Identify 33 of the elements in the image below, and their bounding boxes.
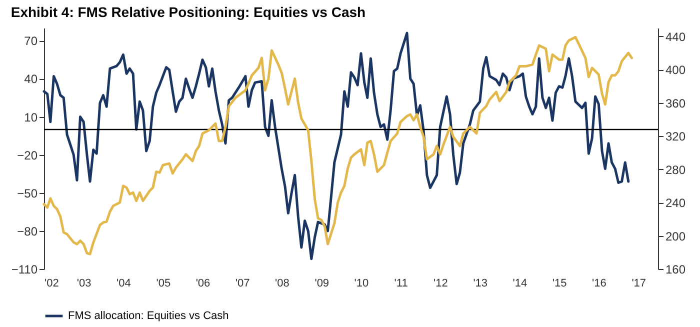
- y-tick-label: 10: [24, 110, 38, 124]
- y2-tick-label: 200: [666, 229, 686, 244]
- y2-tick-label: 320: [666, 130, 686, 144]
- y-tick-label: 40: [24, 72, 38, 86]
- x-tick-label: '11: [394, 278, 408, 290]
- x-tick-label: '10: [354, 278, 369, 290]
- x-tick-label: '14: [512, 278, 528, 290]
- y-tick-label: −50: [17, 186, 38, 200]
- y-tick-label: 70: [24, 34, 38, 48]
- y2-tick-label: 280: [666, 162, 686, 177]
- x-tick-label: '08: [275, 278, 290, 290]
- y2-tick-label: 440: [666, 30, 686, 44]
- x-tick-label: '17: [632, 278, 646, 290]
- x-tick-label: '05: [156, 278, 171, 290]
- y-tick-label: −110: [11, 262, 38, 276]
- x-tick-label: '12: [434, 278, 448, 290]
- legend-label: FMS allocation: Equities vs Cash: [68, 310, 229, 322]
- x-tick-label: '04: [116, 278, 131, 290]
- y2-tick-label: 160: [666, 262, 686, 276]
- y-tick-label: −20: [17, 148, 38, 162]
- y-tick-label: −80: [17, 224, 38, 238]
- x-tick-label: '02: [44, 278, 59, 290]
- chart-title: Exhibit 4: FMS Relative Positioning: Equities vs Cash: [10, 4, 366, 20]
- y2-tick-label: 400: [666, 63, 686, 78]
- x-tick-label: '03: [76, 278, 92, 290]
- x-tick-label: '07: [235, 278, 250, 290]
- x-tick-label: '13: [473, 278, 488, 290]
- y2-tick-label: 360: [666, 96, 686, 110]
- x-tick-label: '09: [314, 278, 330, 290]
- x-tick-label: '15: [552, 278, 567, 290]
- x-tick-label: '16: [592, 278, 606, 290]
- x-tick-label: '06: [196, 278, 210, 290]
- y2-tick-label: 240: [666, 196, 686, 210]
